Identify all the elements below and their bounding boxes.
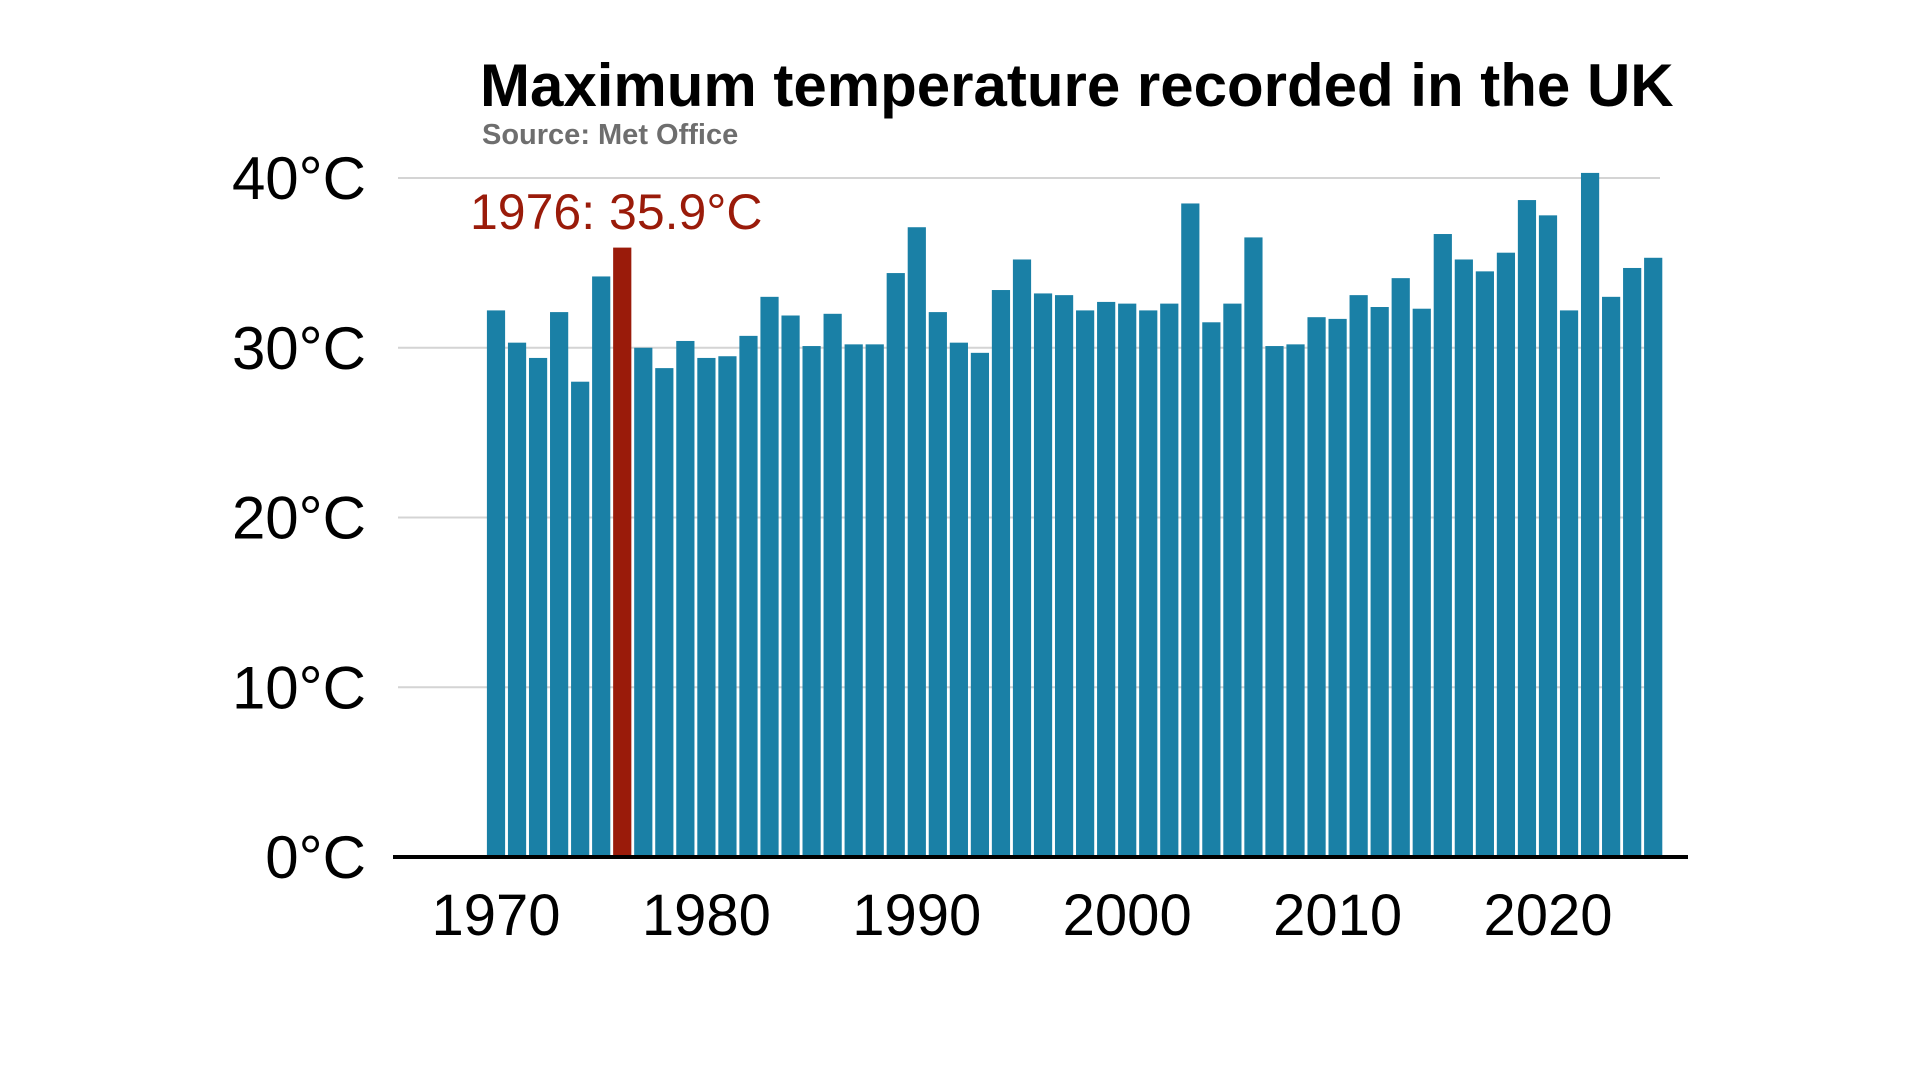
y-tick-label: 10°C [232, 654, 366, 721]
bar-1975 [592, 276, 611, 857]
bar-2014 [1412, 308, 1431, 858]
x-tick-label: 1970 [431, 883, 560, 948]
bar-2011 [1349, 295, 1368, 857]
x-tick-label: 2010 [1273, 883, 1402, 948]
x-tick-label: 1990 [852, 883, 981, 948]
x-tick-labels: 1970 1980 1990 2000 2010 2020 [431, 883, 1612, 948]
bar-1972 [528, 357, 548, 857]
bar-1984 [781, 315, 800, 857]
bar-1994 [991, 290, 1011, 857]
bar-2013 [1391, 278, 1410, 857]
bar-2012 [1370, 307, 1389, 857]
y-tick-label: 30°C [232, 315, 366, 382]
bar-2019 [1517, 200, 1537, 857]
bar-1986 [823, 313, 842, 857]
bar-2020 [1538, 215, 1558, 858]
bar-2007 [1265, 346, 1284, 857]
bar-2006 [1244, 237, 1263, 857]
bar-1985 [802, 346, 821, 857]
y-tick-label: 20°C [232, 485, 366, 552]
bar-highlight-1976 [613, 247, 632, 858]
bar-2024 [1623, 267, 1642, 858]
bar-1982 [739, 335, 758, 857]
bar-1991 [928, 312, 947, 858]
bar-2022 [1580, 172, 1600, 857]
bar-2025 [1644, 257, 1663, 857]
chart-title: Maximum temperature recorded in the UK [480, 52, 1674, 119]
bar-2002 [1160, 303, 1179, 857]
bar-2023 [1602, 296, 1621, 858]
bar-2005 [1223, 303, 1242, 857]
y-tick-label: 0°C [265, 824, 366, 891]
bar-1992 [949, 342, 968, 857]
bar-2004 [1202, 322, 1221, 857]
bar-2000 [1118, 303, 1137, 857]
bars [486, 172, 1663, 858]
highlight-label: 1976: 35.9°C [470, 184, 762, 240]
bar-1998 [1076, 310, 1095, 857]
bar-1993 [970, 352, 990, 857]
bar-2015 [1433, 234, 1452, 857]
y-tick-labels: 0°C 10°C 20°C 30°C 40°C [232, 145, 366, 891]
bar-2018 [1496, 252, 1516, 857]
bar-2010 [1328, 318, 1347, 857]
bar-1989 [886, 273, 905, 857]
bar-1981 [718, 356, 737, 857]
bar-2021 [1559, 310, 1579, 857]
bar-2016 [1454, 259, 1473, 858]
bar-1988 [865, 344, 884, 857]
y-tick-label: 40°C [232, 145, 366, 212]
bar-1978 [655, 368, 674, 857]
bar-1977 [634, 347, 653, 857]
bar-1990 [907, 227, 926, 858]
bar-1997 [1054, 295, 1074, 857]
chart-source: Source: Met Office [482, 119, 738, 151]
bar-2001 [1139, 310, 1158, 857]
x-tick-label: 2020 [1483, 883, 1612, 948]
bar-1971 [507, 342, 527, 857]
bar-1983 [760, 296, 779, 858]
bar-1995 [1012, 259, 1032, 858]
bar-2008 [1286, 344, 1305, 857]
bar-1999 [1097, 301, 1116, 857]
bar-1970 [486, 310, 506, 857]
bar-1987 [844, 344, 863, 857]
bar-1979 [676, 340, 695, 858]
bar-1996 [1033, 293, 1053, 857]
x-tick-label: 2000 [1063, 883, 1192, 948]
bar-2009 [1307, 317, 1326, 857]
bar-2017 [1475, 271, 1494, 857]
bar-1973 [550, 312, 569, 858]
bar-1980 [697, 357, 716, 857]
bar-2003 [1181, 203, 1200, 857]
x-tick-label: 1980 [642, 883, 771, 948]
bar-1974 [571, 381, 590, 857]
